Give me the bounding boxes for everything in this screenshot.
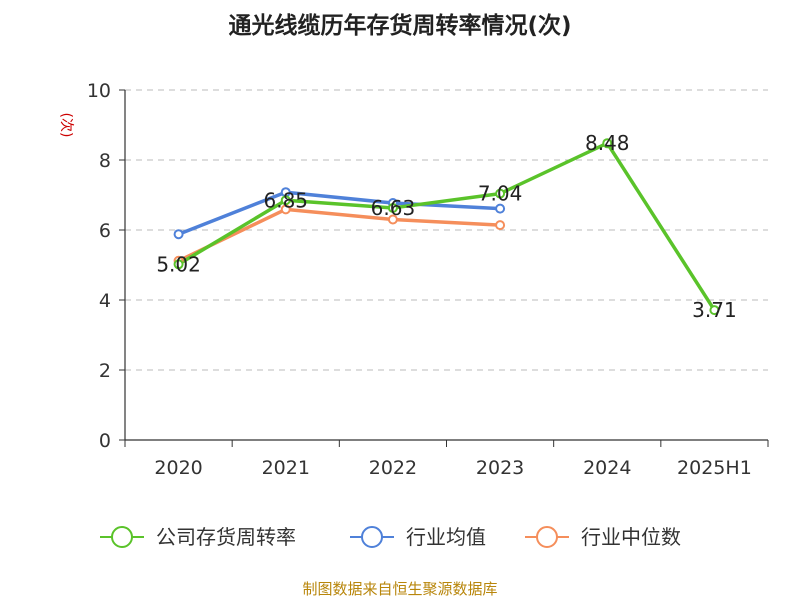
x-tick-label: 2022 [369,457,417,479]
x-tick-label: 2020 [154,457,202,479]
y-tick-label: 0 [99,430,111,452]
source-note: 制图数据来自恒生聚源数据库 [302,580,497,598]
x-tick-label: 2023 [476,457,524,479]
y-tick-label: 6 [99,220,111,242]
data-label: 5.02 [156,252,201,276]
legend-label: 行业中位数 [581,525,681,549]
data-label: 3.71 [692,298,737,322]
y-tick-label: 10 [87,80,111,102]
legend-marker [361,526,383,548]
data-point[interactable] [280,195,291,206]
data-point[interactable] [709,305,720,316]
data-labels: 5.02 6.85 6.63 7.04 8.48 3.71 [156,131,736,322]
data-point[interactable] [602,138,613,149]
axes: 0 2 4 6 8 10 2020 2021 2022 2023 2024 2025H1 [87,80,769,479]
legend-item[interactable]: 行业均值 [350,525,486,549]
data-label: 6.63 [371,196,416,220]
legend-label: 行业均值 [406,525,486,549]
data-point[interactable] [495,188,506,199]
data-point[interactable] [280,204,291,215]
grid-lines [125,89,768,371]
data-label: 6.85 [263,188,308,212]
legend-marker [111,526,133,548]
data-label: 8.48 [585,131,630,155]
legend-item[interactable]: 公司存货周转率 [100,525,296,549]
legend-label: 公司存货周转率 [156,525,296,549]
series-line [176,190,502,236]
y-tick-label: 2 [99,360,111,382]
legend[interactable]: 公司存货周转率 行业均值 行业中位数 [100,525,681,549]
data-point[interactable] [173,259,184,270]
x-tick-label: 2024 [583,457,631,479]
y-tick-label: 8 [99,150,111,172]
y-tick-label: 4 [99,290,111,312]
data-point[interactable] [495,220,506,231]
series-line [176,207,502,263]
y-axis-unit: (次) [58,113,74,138]
legend-item[interactable]: 行业中位数 [525,525,681,549]
data-label: 7.04 [478,182,523,206]
series-lines [173,138,720,316]
data-point[interactable] [387,214,398,225]
series-line [176,141,717,312]
data-point[interactable] [495,203,506,214]
chart-title: 通光线缆历年存货周转率情况(次) [228,12,571,39]
data-point[interactable] [387,202,398,213]
legend-marker [536,526,558,548]
x-tick-label: 2021 [262,457,310,479]
data-point[interactable] [173,229,184,240]
x-tick-label: 2025H1 [677,457,752,479]
